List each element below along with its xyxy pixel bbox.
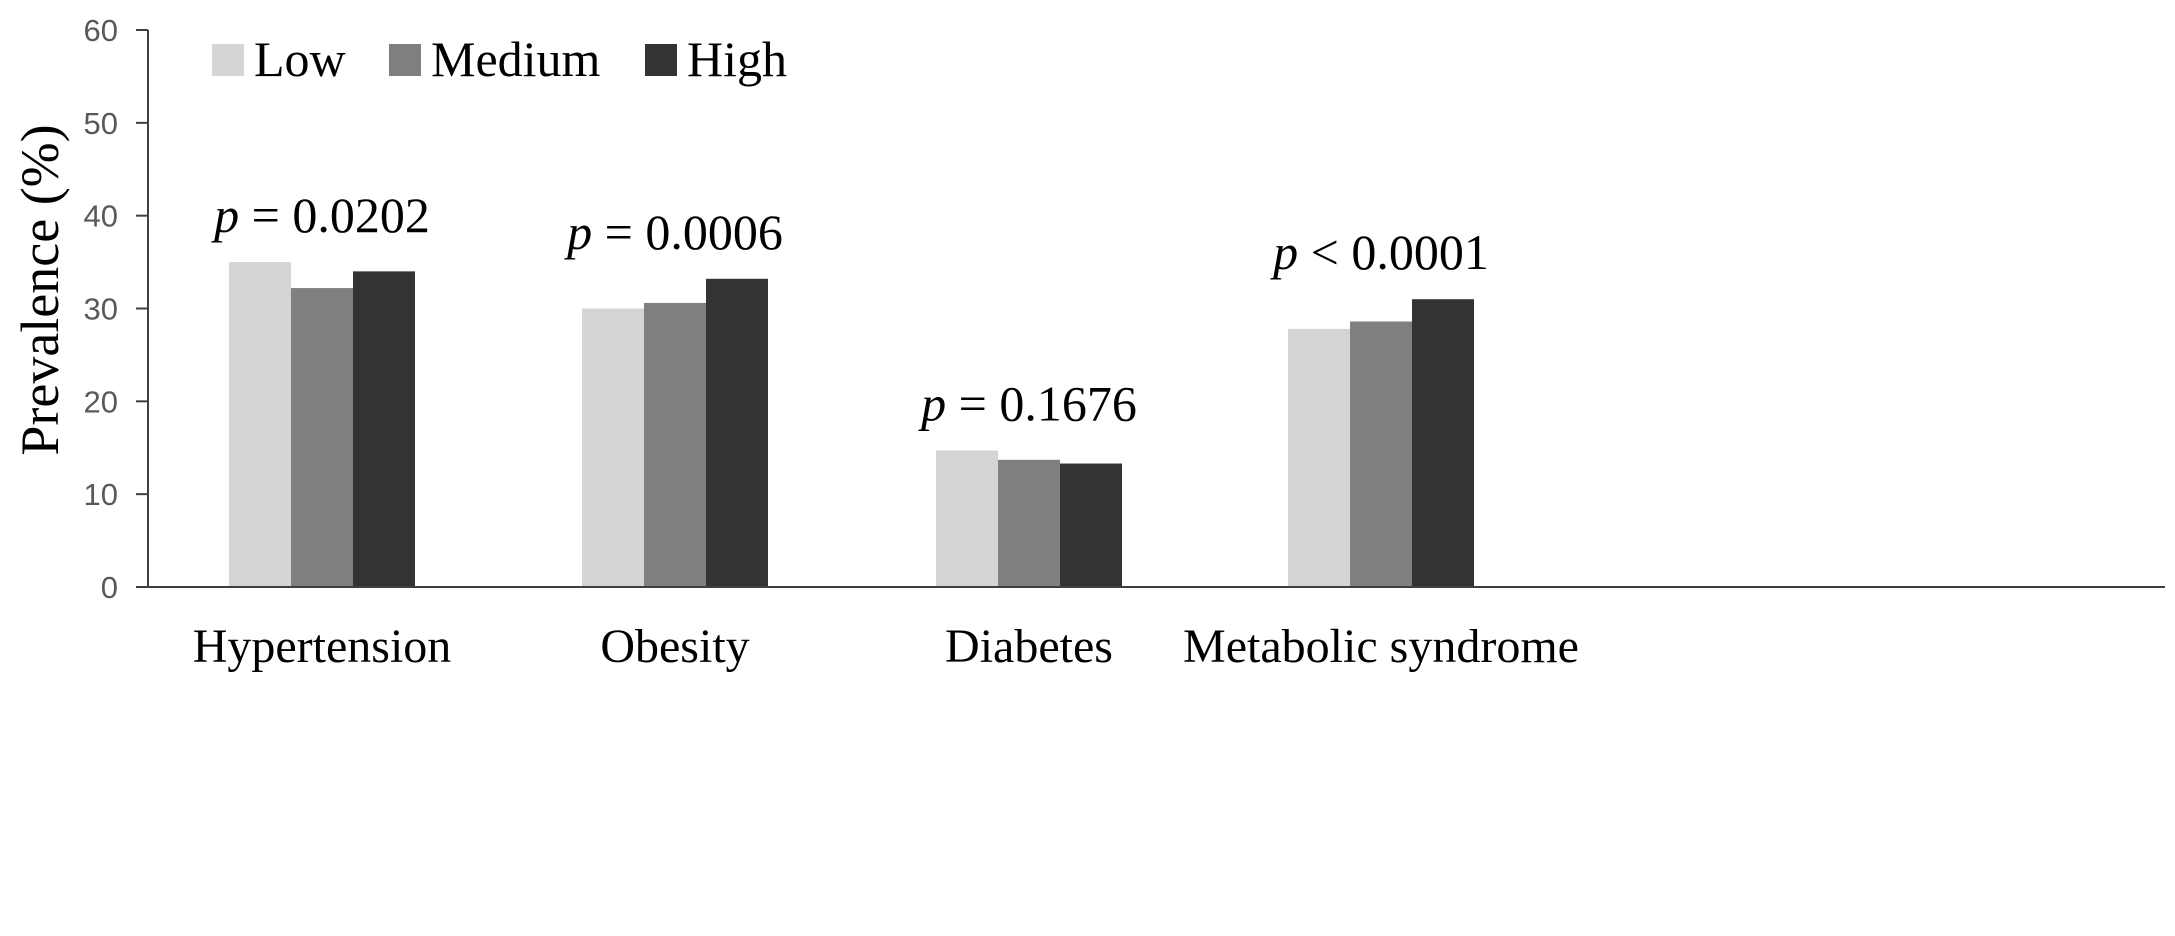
y-tick-label: 20: [84, 384, 118, 419]
p-value-label: p = 0.1676: [918, 376, 1137, 432]
legend-label-high: High: [687, 31, 787, 87]
legend-swatch-medium: [389, 44, 421, 76]
p-value-annotations: p = 0.0202 p = 0.0006 p = 0.1676 p < 0.0001: [211, 187, 1489, 431]
y-tick-label: 10: [84, 477, 118, 512]
bar-obesity-high: [706, 278, 768, 587]
x-tick-label: Obesity: [600, 620, 749, 673]
bar-obesity-low: [582, 308, 644, 587]
p-value-label: p = 0.0202: [211, 187, 430, 243]
y-tick-label: 0: [101, 570, 118, 605]
p-value-label: p = 0.0006: [564, 204, 783, 260]
x-tick-label: Metabolic syndrome: [1183, 620, 1579, 673]
bar-hypertension-high: [353, 271, 415, 587]
x-tick-label: Diabetes: [945, 620, 1113, 673]
bar-diabetes-high: [1060, 463, 1122, 587]
x-tick-label: Hypertension: [193, 620, 452, 673]
y-tick-label: 30: [84, 292, 118, 327]
bar-metabolic-syndrome-high: [1412, 299, 1474, 587]
legend-swatch-low: [212, 44, 244, 76]
y-axis-label: Prevalence (%): [10, 124, 70, 455]
p-value-label: p < 0.0001: [1270, 224, 1489, 280]
y-tick-label: 60: [84, 13, 118, 48]
legend-label-medium: Medium: [431, 31, 601, 87]
legend: Low Medium High: [212, 31, 787, 87]
x-axis: Hypertension Obesity Diabetes Metabolic syn…: [148, 586, 2165, 673]
bar-diabetes-medium: [998, 459, 1060, 587]
bar-diabetes-low: [936, 450, 998, 587]
y-tick-label: 50: [84, 106, 118, 141]
bar-hypertension-low: [229, 262, 291, 587]
bar-metabolic-syndrome-low: [1288, 328, 1350, 587]
legend-label-low: Low: [254, 31, 346, 87]
bar-metabolic-syndrome-medium: [1350, 321, 1412, 587]
bars: [229, 262, 1474, 587]
y-tick-label: 40: [84, 199, 118, 234]
legend-swatch-high: [645, 44, 677, 76]
bar-obesity-medium: [644, 302, 706, 587]
y-axis: 0 10 20 30 40 50 60: [84, 13, 149, 605]
bar-hypertension-medium: [291, 288, 353, 587]
